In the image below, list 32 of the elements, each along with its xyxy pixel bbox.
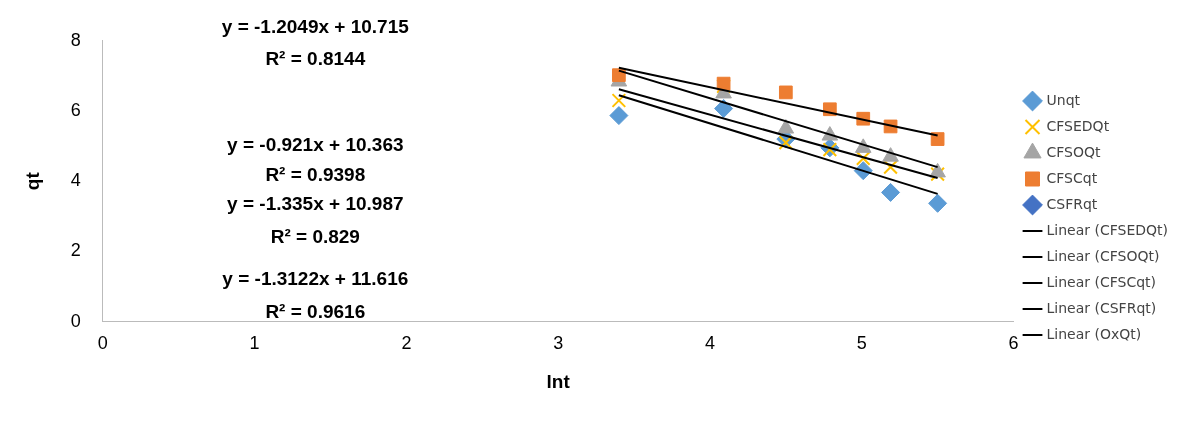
legend-label: Linear (CSFRqt) xyxy=(1046,299,1157,316)
text: y = -1.2049x + 10.715 xyxy=(221,16,410,38)
y-tick-label: 0 xyxy=(70,310,81,331)
legend-label: CFSOQt xyxy=(1046,143,1102,160)
annotation: y = -0.921x + 10.363 xyxy=(227,134,404,156)
legend-label: CFSEDQt xyxy=(1046,117,1110,134)
legend-label: CSFRqt xyxy=(1046,195,1098,212)
x-tick-label: 2 xyxy=(401,333,412,354)
annotation: R² = 0.9398 xyxy=(265,164,366,186)
y-tick-label: 2 xyxy=(70,240,81,261)
x-tick-label: 6 xyxy=(1008,333,1019,354)
annotation: y = -1.3122x + 11.616 xyxy=(222,268,409,290)
x-tick-label: 1 xyxy=(249,333,260,354)
y-tick-label: 6 xyxy=(70,99,81,120)
y-tick-label: 4 xyxy=(70,170,81,191)
legend-label: Linear (CFSEDQt) xyxy=(1046,221,1169,238)
legend-label: Linear (CFSOQt) xyxy=(1046,247,1160,264)
x-tick-label: 0 xyxy=(97,333,108,354)
x-tick-label: 5 xyxy=(856,333,867,354)
annotation: R² = 0.8144 xyxy=(265,48,366,70)
y-axis-title: qt xyxy=(21,171,43,191)
legend-label: CFSCqt xyxy=(1046,169,1098,186)
legend-label: Unqt xyxy=(1046,91,1081,108)
annotation: R² = 0.9616 xyxy=(265,301,366,323)
annotation: R² = 0.829 xyxy=(270,226,360,248)
annotation: y = -1.335x + 10.987 xyxy=(227,193,404,215)
x-axis-title: lnt xyxy=(546,370,571,392)
y-tick-label: 8 xyxy=(70,29,81,50)
x-tick-label: 4 xyxy=(704,333,715,354)
x-tick-label: 3 xyxy=(553,333,564,354)
legend-label: Linear (OxQt) xyxy=(1046,325,1142,342)
legend-label: Linear (CFSCqt) xyxy=(1046,273,1157,290)
